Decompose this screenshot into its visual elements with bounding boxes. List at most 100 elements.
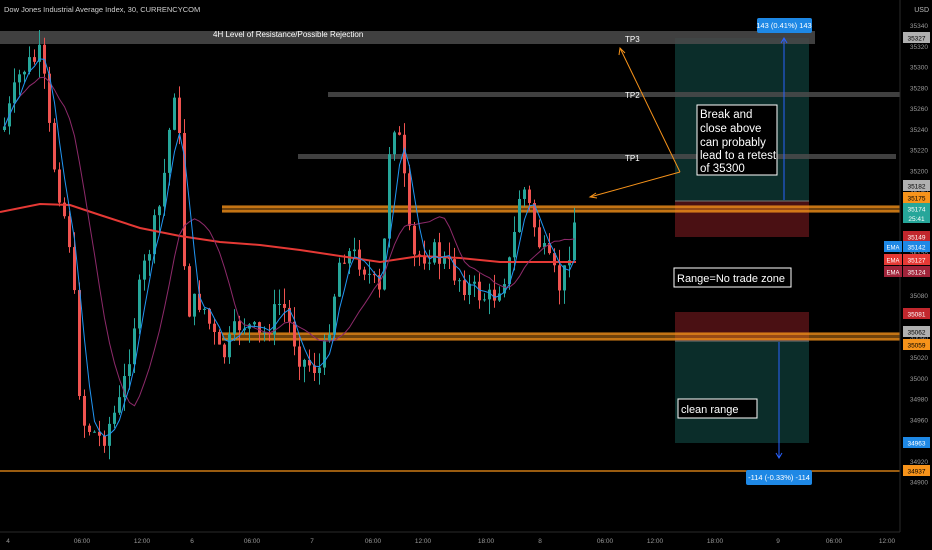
price-tick: 35280 bbox=[910, 86, 928, 93]
candle-body bbox=[518, 199, 521, 232]
candle-body bbox=[203, 309, 206, 310]
price-tag-text: 35182 bbox=[907, 184, 925, 191]
time-tick: 06:00 bbox=[74, 538, 91, 545]
candle-body bbox=[433, 242, 436, 262]
candle-body bbox=[293, 322, 296, 347]
candle-body bbox=[473, 282, 476, 284]
candle-body bbox=[398, 132, 401, 134]
candle-body bbox=[128, 364, 131, 376]
breakout-line-1: Break and bbox=[700, 109, 752, 121]
price-tick: 34960 bbox=[910, 418, 928, 425]
chart-title: Dow Jones Industrial Average Index, 30, … bbox=[4, 5, 200, 14]
candle-body bbox=[103, 436, 106, 446]
breakout-line-2: close above bbox=[700, 123, 761, 135]
candle-body bbox=[178, 98, 181, 133]
breakout-line-4: lead to a retest bbox=[700, 150, 777, 162]
price-tick: 35000 bbox=[910, 376, 928, 383]
ema-tag-text: EMA bbox=[886, 271, 899, 277]
resistance-label: 4H Level of Resistance/Possible Rejectio… bbox=[213, 30, 363, 39]
range-note: Range=No trade zone bbox=[674, 268, 791, 287]
clean-range-note: clean range bbox=[678, 399, 757, 418]
tp3-label: TP3 bbox=[625, 35, 640, 44]
candle-body bbox=[83, 396, 86, 426]
price-tick: 34900 bbox=[910, 480, 928, 487]
time-tick: 6 bbox=[190, 538, 194, 545]
candle-body bbox=[538, 227, 541, 247]
price-tick: 35020 bbox=[910, 355, 928, 362]
candle-body bbox=[238, 321, 241, 330]
candle-body bbox=[463, 280, 466, 295]
candle-body bbox=[528, 190, 531, 204]
candle-body bbox=[368, 274, 371, 275]
breakout-note: Break and close above can probably lead … bbox=[697, 105, 777, 175]
candle-body bbox=[18, 74, 21, 82]
candle-body bbox=[488, 290, 491, 300]
candle-body bbox=[143, 261, 146, 280]
short-measure-label: -114 (-0.33%) -114 bbox=[746, 470, 812, 485]
price-tick: 35340 bbox=[910, 23, 928, 30]
candle-body bbox=[93, 432, 96, 433]
candle-body bbox=[338, 263, 341, 297]
tp1-label: TP1 bbox=[625, 154, 640, 163]
candle-body bbox=[408, 173, 411, 225]
candle-body bbox=[493, 290, 496, 301]
candle-body bbox=[523, 190, 526, 199]
candle-body bbox=[483, 299, 486, 300]
short-target-zone bbox=[675, 341, 809, 443]
long-measure-text: 143 (0.41%) 143 bbox=[756, 21, 811, 30]
candle-body bbox=[33, 57, 36, 62]
candle-body bbox=[193, 294, 196, 317]
price-tick: 35320 bbox=[910, 44, 928, 51]
candle-body bbox=[158, 206, 161, 215]
candle-body bbox=[173, 98, 176, 130]
candle-body bbox=[138, 280, 141, 329]
candle-body bbox=[388, 154, 391, 238]
candle-body bbox=[188, 266, 191, 316]
price-tag-text: 34963 bbox=[907, 441, 925, 448]
price-tag-text: 35142 bbox=[907, 245, 925, 252]
price-tag-text: 35149 bbox=[907, 235, 925, 242]
candle-body bbox=[393, 132, 396, 154]
price-tag-text: 35059 bbox=[907, 343, 925, 350]
time-tick: 9 bbox=[776, 538, 780, 545]
candle-body bbox=[118, 397, 121, 413]
price-tag-text: 35175 bbox=[907, 196, 925, 203]
candle-body bbox=[68, 216, 71, 247]
resistance-band-4h bbox=[0, 31, 815, 44]
time-tick: 06:00 bbox=[826, 538, 843, 545]
candle-body bbox=[428, 263, 431, 264]
time-tick: 12:00 bbox=[647, 538, 664, 545]
candle-body bbox=[58, 169, 61, 202]
candle-body bbox=[253, 322, 256, 324]
time-tick: 06:00 bbox=[244, 538, 261, 545]
breakout-line-3: can probably bbox=[700, 137, 766, 149]
candle-body bbox=[438, 242, 441, 264]
price-tag-text: 35062 bbox=[907, 330, 925, 337]
time-tick: 4 bbox=[6, 538, 10, 545]
price-tick: 34980 bbox=[910, 397, 928, 404]
currency-label: USD bbox=[914, 7, 929, 14]
tp1-line bbox=[298, 154, 896, 159]
candle-body bbox=[353, 250, 356, 252]
time-tick: 18:00 bbox=[478, 538, 495, 545]
time-tick: 12:00 bbox=[415, 538, 432, 545]
countdown-text: 25:41 bbox=[908, 216, 925, 223]
candle-body bbox=[458, 280, 461, 281]
candle-body bbox=[228, 334, 231, 357]
price-tick: 35260 bbox=[910, 106, 928, 113]
price-tick: 35220 bbox=[910, 148, 928, 155]
time-tick: 06:00 bbox=[597, 538, 614, 545]
price-tag-text: 35124 bbox=[907, 270, 925, 277]
time-tick: 06:00 bbox=[365, 538, 382, 545]
price-tick: 35080 bbox=[910, 293, 928, 300]
candle-body bbox=[168, 130, 171, 173]
time-tick: 12:00 bbox=[134, 538, 151, 545]
candle-body bbox=[113, 413, 116, 424]
candle-body bbox=[363, 270, 366, 275]
candle-body bbox=[283, 304, 286, 308]
time-tick: 7 bbox=[310, 538, 314, 545]
price-tag-text: 35081 bbox=[907, 312, 925, 319]
range-note-text: Range=No trade zone bbox=[677, 273, 785, 285]
price-tag-text: 35127 bbox=[907, 258, 925, 265]
